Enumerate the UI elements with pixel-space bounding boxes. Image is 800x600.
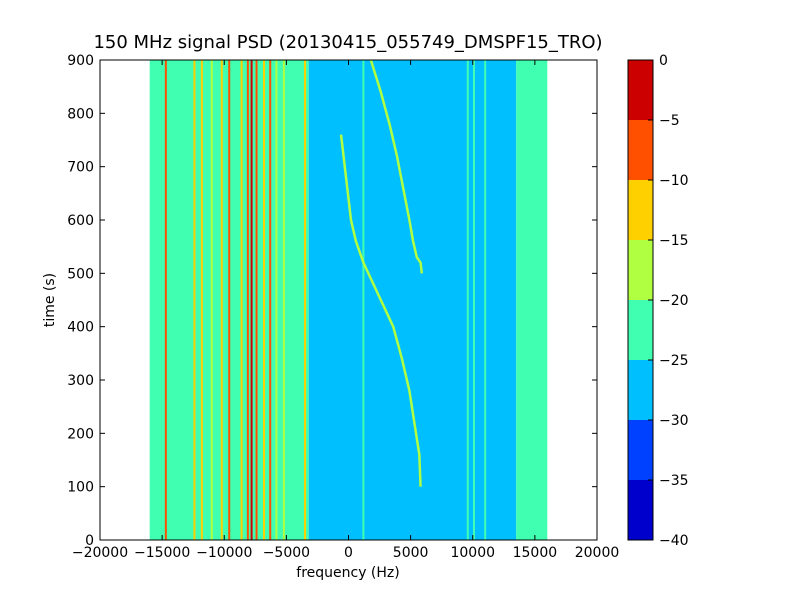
y-tick-label: 700 [67, 160, 94, 176]
heatmap-region [308, 60, 467, 540]
colorbar-tick-label: −5 [659, 113, 680, 129]
x-tick-label: −20000 [72, 545, 128, 561]
colorbar-tick-label: −15 [659, 233, 689, 249]
colorbar-segment [628, 300, 653, 360]
colorbar-tick-label: −30 [659, 413, 689, 429]
colorbar-tick-label: 0 [659, 53, 668, 69]
signal-trace [369, 60, 424, 274]
x-axis: −20000 −15000 −10000 −5000 0 5000 10000 15000 20… [72, 60, 619, 561]
y-tick-label: 800 [67, 106, 94, 122]
colorbar-segment [628, 240, 653, 300]
colorbar: 0 −5 −10 −15 −20 −25 −30 −35 −40 [627, 53, 689, 549]
y-tick-label: 100 [67, 480, 94, 496]
y-tick-label: 400 [67, 320, 94, 336]
x-tick-label: 15000 [513, 545, 558, 561]
y-axis-label: time (s) [42, 273, 58, 327]
colorbar-tick-label: −40 [659, 533, 689, 549]
colorbar-segment [628, 120, 653, 180]
x-tick-label: 10000 [450, 545, 495, 561]
y-axis: 0 100 200 300 400 500 600 700 800 900 [67, 53, 597, 549]
colorbar-segment [628, 420, 653, 480]
y-tick-label: 0 [85, 533, 94, 549]
y-tick-label: 600 [67, 213, 94, 229]
colorbar-tick-label: −25 [659, 353, 689, 369]
y-tick-label: 200 [67, 426, 94, 442]
x-tick-label: 0 [344, 545, 353, 561]
colorbar-segment [628, 60, 653, 120]
plot-area [149, 60, 548, 540]
x-tick-label: 20000 [575, 545, 620, 561]
colorbar-tick-label: −35 [659, 473, 689, 489]
signal-trace [339, 134, 422, 487]
colorbar-segment [628, 480, 653, 540]
y-tick-label: 500 [67, 266, 94, 282]
x-tick-label: −15000 [134, 545, 190, 561]
x-axis-label: frequency (Hz) [296, 565, 399, 581]
x-tick-label: −5000 [263, 545, 310, 561]
x-tick-label: 5000 [393, 545, 429, 561]
colorbar-tick-label: −10 [659, 173, 689, 189]
colorbar-segment [628, 360, 653, 420]
x-tick-label: −10000 [196, 545, 252, 561]
y-tick-label: 300 [67, 373, 94, 389]
heatmap-region [516, 60, 548, 540]
y-tick-label: 900 [67, 53, 94, 69]
colorbar-segment [628, 180, 653, 240]
colorbar-tick-label: −20 [659, 293, 689, 309]
chart-title: 150 MHz signal PSD (20130415_055749_DMSP… [93, 32, 602, 53]
